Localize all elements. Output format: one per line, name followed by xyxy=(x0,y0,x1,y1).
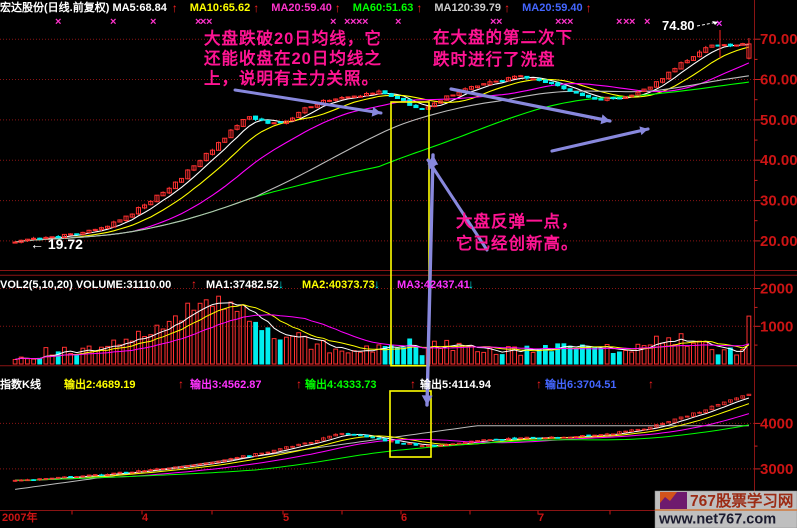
svg-text:↑: ↑ xyxy=(410,377,416,391)
svg-text:7: 7 xyxy=(538,512,544,524)
svg-text:MA60:51.63: MA60:51.63 xyxy=(353,2,414,14)
svg-text:输出2:4689.19: 输出2:4689.19 xyxy=(64,377,136,391)
svg-text:70.00: 70.00 xyxy=(760,31,797,48)
svg-text:↑: ↑ xyxy=(335,1,341,15)
svg-text:3000: 3000 xyxy=(760,461,793,478)
svg-text:20.00: 20.00 xyxy=(760,233,797,250)
svg-text:40.00: 40.00 xyxy=(760,152,797,169)
svg-text:www.net767.com: www.net767.com xyxy=(658,512,776,528)
svg-text:×: × xyxy=(150,16,156,28)
svg-text:×: × xyxy=(567,16,573,28)
svg-text:还能收盘在20日均线之: 还能收盘在20日均线之 xyxy=(203,48,382,68)
svg-text:输出5:4114.94: 输出5:4114.94 xyxy=(420,377,492,391)
svg-text:跌时进行了洗盘: 跌时进行了洗盘 xyxy=(433,49,556,69)
svg-text:↑: ↑ xyxy=(504,1,510,15)
svg-text:↑: ↑ xyxy=(416,1,422,15)
svg-text:×: × xyxy=(716,18,722,30)
svg-text:它已经创新高。: 它已经创新高。 xyxy=(456,233,579,253)
svg-text:6: 6 xyxy=(401,512,407,524)
svg-text:↑: ↑ xyxy=(253,1,259,15)
svg-text:输出4:4333.73: 输出4:4333.73 xyxy=(305,377,377,391)
svg-text:↑: ↑ xyxy=(586,1,592,15)
svg-text:2000: 2000 xyxy=(760,281,793,298)
svg-text:MA2:40373.73: MA2:40373.73 xyxy=(302,279,375,291)
svg-text:↓: ↓ xyxy=(468,277,474,291)
svg-text:×: × xyxy=(110,16,116,28)
svg-text:×: × xyxy=(395,16,401,28)
svg-text:输出6:3704.51: 输出6:3704.51 xyxy=(545,377,617,391)
svg-text:大盘跌破20日均线，它: 大盘跌破20日均线，它 xyxy=(204,28,382,48)
svg-text:MA10:65.62: MA10:65.62 xyxy=(190,2,251,14)
svg-text:← 19.72: ← 19.72 xyxy=(30,236,83,252)
svg-text:在大盘的第二次下: 在大盘的第二次下 xyxy=(433,27,573,47)
svg-text:4: 4 xyxy=(142,512,149,524)
svg-text:VOL2(5,10,20) VOLUME:31110.00: VOL2(5,10,20) VOLUME:31110.00 xyxy=(0,279,171,291)
svg-text:↑: ↑ xyxy=(536,377,542,391)
svg-text:MA3:42437.41: MA3:42437.41 xyxy=(397,279,470,291)
svg-text:MA20:59.40: MA20:59.40 xyxy=(271,2,332,14)
svg-text:上，说明有主力关照。: 上，说明有主力关照。 xyxy=(204,68,379,88)
svg-text:×: × xyxy=(55,16,61,28)
svg-text:5: 5 xyxy=(283,512,289,524)
svg-text:宏达股份(日线.前复权) MA5:68.84: 宏达股份(日线.前复权) MA5:68.84 xyxy=(0,0,168,14)
svg-text:↑: ↑ xyxy=(178,377,184,391)
svg-text:×: × xyxy=(206,16,212,28)
svg-text:30.00: 30.00 xyxy=(760,193,797,210)
svg-text:74.80: 74.80 xyxy=(662,18,695,33)
svg-text:↑: ↑ xyxy=(648,377,654,391)
svg-text:×: × xyxy=(330,16,336,28)
svg-text:指数K线: 指数K线 xyxy=(0,377,41,391)
svg-text:×: × xyxy=(496,16,502,28)
svg-text:×: × xyxy=(362,16,368,28)
svg-text:↓: ↓ xyxy=(278,277,284,291)
svg-text:767股票学习网: 767股票学习网 xyxy=(690,491,793,510)
svg-text:MA120:39.79: MA120:39.79 xyxy=(434,2,501,14)
svg-text:×: × xyxy=(644,16,650,28)
svg-text:↑: ↑ xyxy=(191,277,197,291)
svg-text:↓: ↓ xyxy=(374,277,380,291)
svg-text:↑: ↑ xyxy=(296,377,302,391)
svg-text:60.00: 60.00 xyxy=(760,72,797,89)
svg-text:4000: 4000 xyxy=(760,415,793,432)
svg-text:50.00: 50.00 xyxy=(760,112,797,129)
svg-text:MA20:59.40: MA20:59.40 xyxy=(522,2,583,14)
svg-text:输出3:4562.87: 输出3:4562.87 xyxy=(190,377,262,391)
svg-text:×: × xyxy=(629,16,635,28)
svg-text:大盘反弹一点，: 大盘反弹一点， xyxy=(456,211,579,231)
svg-text:↑: ↑ xyxy=(172,1,178,15)
svg-text:2007年: 2007年 xyxy=(2,510,37,524)
svg-text:1000: 1000 xyxy=(760,318,793,335)
svg-text:MA1:37482.52: MA1:37482.52 xyxy=(206,279,279,291)
svg-text:×: × xyxy=(616,16,622,28)
